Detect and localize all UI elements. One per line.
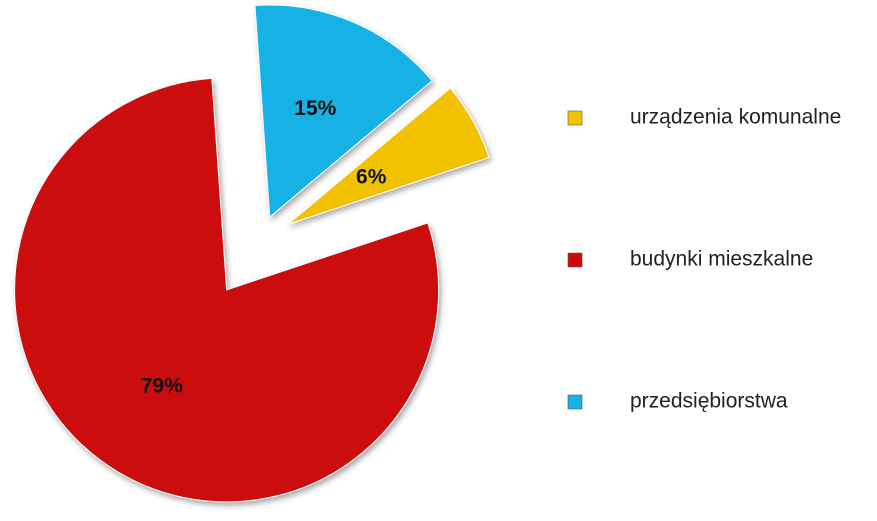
pie-slice: [14, 77, 440, 503]
slice-label: 79%: [141, 374, 183, 397]
legend-marker: [567, 252, 583, 268]
pie-slice: [254, 4, 433, 219]
slice-label: 6%: [356, 165, 387, 188]
legend-label: urządzenia komunalne: [630, 106, 841, 129]
legend-label: budynki mieszkalne: [630, 248, 813, 271]
legend-marker: [567, 110, 583, 126]
slice-label: 15%: [294, 97, 336, 120]
legend-marker: [567, 394, 583, 410]
pie-slice: [287, 87, 490, 225]
legend-label: przedsiębiorstwa: [630, 390, 788, 413]
